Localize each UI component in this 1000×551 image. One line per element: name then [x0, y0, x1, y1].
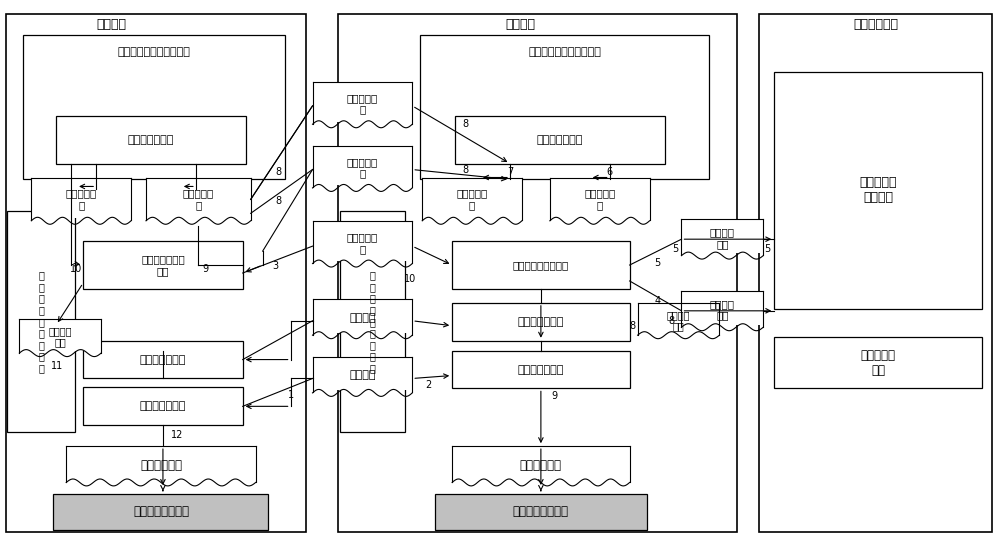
Bar	[420, 35, 709, 180]
Bar	[56, 116, 246, 164]
Text: 可信网络连接接入点实例: 可信网络连接接入点实例	[528, 47, 601, 57]
Text: 鉴别策略服
务者机制: 鉴别策略服 务者机制	[859, 176, 897, 204]
Bar	[313, 82, 412, 122]
Bar	[774, 337, 982, 388]
Text: 证书认证
请求: 证书认证 请求	[710, 299, 735, 321]
Bar	[6, 14, 306, 532]
Bar	[638, 303, 719, 333]
Text: 1: 1	[288, 391, 294, 401]
Bar	[774, 72, 982, 309]
Text: 7: 7	[507, 166, 513, 176]
Text: 认证激活: 认证激活	[349, 313, 376, 323]
Bar	[681, 291, 763, 325]
Bar	[313, 356, 412, 391]
Bar	[313, 222, 412, 261]
Bar	[66, 446, 256, 480]
Text: 身份认证请
求: 身份认证请 求	[347, 233, 378, 254]
Text: 4: 4	[654, 296, 661, 306]
Text: 密钥管理子模块: 密钥管理子模块	[128, 134, 174, 145]
Text: 连接申请: 连接申请	[349, 370, 376, 381]
Bar	[452, 241, 630, 289]
Bar	[31, 179, 131, 218]
Bar	[83, 241, 243, 289]
Text: 会话密钥分
发: 会话密钥分 发	[66, 188, 97, 210]
Text: 节点通信加密机制: 节点通信加密机制	[133, 505, 189, 518]
Bar	[7, 212, 75, 432]
Text: 边界网关: 边界网关	[505, 18, 535, 31]
Text: 5: 5	[654, 258, 661, 268]
Bar	[340, 212, 405, 432]
Text: 边界通信加密机制: 边界通信加密机制	[513, 505, 569, 518]
Bar	[83, 387, 243, 425]
Text: 外部节点: 外部节点	[96, 18, 126, 31]
Text: 连接应答子模块: 连接应答子模块	[518, 317, 564, 327]
Text: 会话密钥申
请: 会话密钥申 请	[584, 188, 615, 210]
Bar	[146, 179, 251, 218]
Text: 3: 3	[273, 261, 279, 271]
Bar	[422, 179, 522, 218]
Bar	[53, 494, 268, 530]
Bar	[313, 299, 412, 333]
Text: 2: 2	[425, 380, 431, 391]
Text: 5: 5	[764, 244, 770, 254]
Text: 8: 8	[668, 316, 675, 326]
Text: 会话密钥
分发: 会话密钥 分发	[48, 326, 72, 348]
Text: 8: 8	[276, 196, 282, 207]
Text: 会话密钥
分发: 会话密钥 分发	[667, 310, 690, 332]
Text: 可信网络连接客户端实例: 可信网络连接客户端实例	[118, 47, 190, 57]
Bar	[452, 350, 630, 388]
Text: 8: 8	[462, 119, 468, 129]
Text: 5: 5	[672, 244, 679, 254]
Text: 密钥管理子模块: 密钥管理子模块	[537, 134, 583, 145]
Bar	[455, 116, 665, 164]
Bar	[550, 179, 650, 218]
Bar	[23, 35, 285, 180]
Text: 9: 9	[552, 391, 558, 401]
Bar	[19, 319, 101, 350]
Text: 会话密钥封
装: 会话密钥封 装	[347, 93, 378, 115]
Text: 9: 9	[203, 264, 209, 274]
Bar	[83, 341, 243, 379]
Text: 连接申请子模块: 连接申请子模块	[140, 355, 186, 365]
Text: 身份鉴别请求子
模块: 身份鉴别请求子 模块	[141, 254, 185, 276]
Bar	[452, 446, 630, 480]
Text: 12: 12	[171, 430, 183, 440]
Text: 会话密钥分
发: 会话密钥分 发	[456, 188, 488, 210]
Text: 会话密钥分发: 会话密钥分发	[140, 458, 182, 472]
Bar	[313, 145, 412, 186]
Text: 会话密钥分发: 会话密钥分发	[520, 458, 562, 472]
Bar	[338, 14, 737, 532]
Text: 身份认证应
答: 身份认证应 答	[347, 156, 378, 179]
Text: 10: 10	[404, 274, 416, 284]
Bar	[435, 494, 647, 530]
Text: 会话密钥封
装: 会话密钥封 装	[183, 188, 214, 210]
Text: 10: 10	[70, 264, 82, 274]
Text: 策略部署子模块: 策略部署子模块	[518, 365, 564, 375]
Text: 身份鉴别子
模块: 身份鉴别子 模块	[860, 349, 895, 376]
Text: 策略部署子模块: 策略部署子模块	[140, 401, 186, 412]
Text: 8: 8	[630, 321, 636, 331]
Bar	[759, 14, 992, 532]
Text: 6: 6	[607, 166, 613, 176]
Bar	[681, 219, 763, 253]
Text: 8: 8	[462, 165, 468, 175]
Text: 安全管理中心: 安全管理中心	[853, 18, 898, 31]
Text: 11: 11	[51, 360, 63, 370]
Text: 证书鉴别请求子模块: 证书鉴别请求子模块	[513, 260, 569, 270]
Text: 8: 8	[276, 166, 282, 176]
Text: 网
络
访
问
请
求
者
实
例: 网 络 访 问 请 求 者 实 例	[38, 271, 44, 373]
Text: 证书认证
应答: 证书认证 应答	[710, 228, 735, 249]
Text: 网
络
访
问
请
求
者
实
例: 网 络 访 问 请 求 者 实 例	[370, 271, 376, 373]
Bar	[452, 303, 630, 341]
